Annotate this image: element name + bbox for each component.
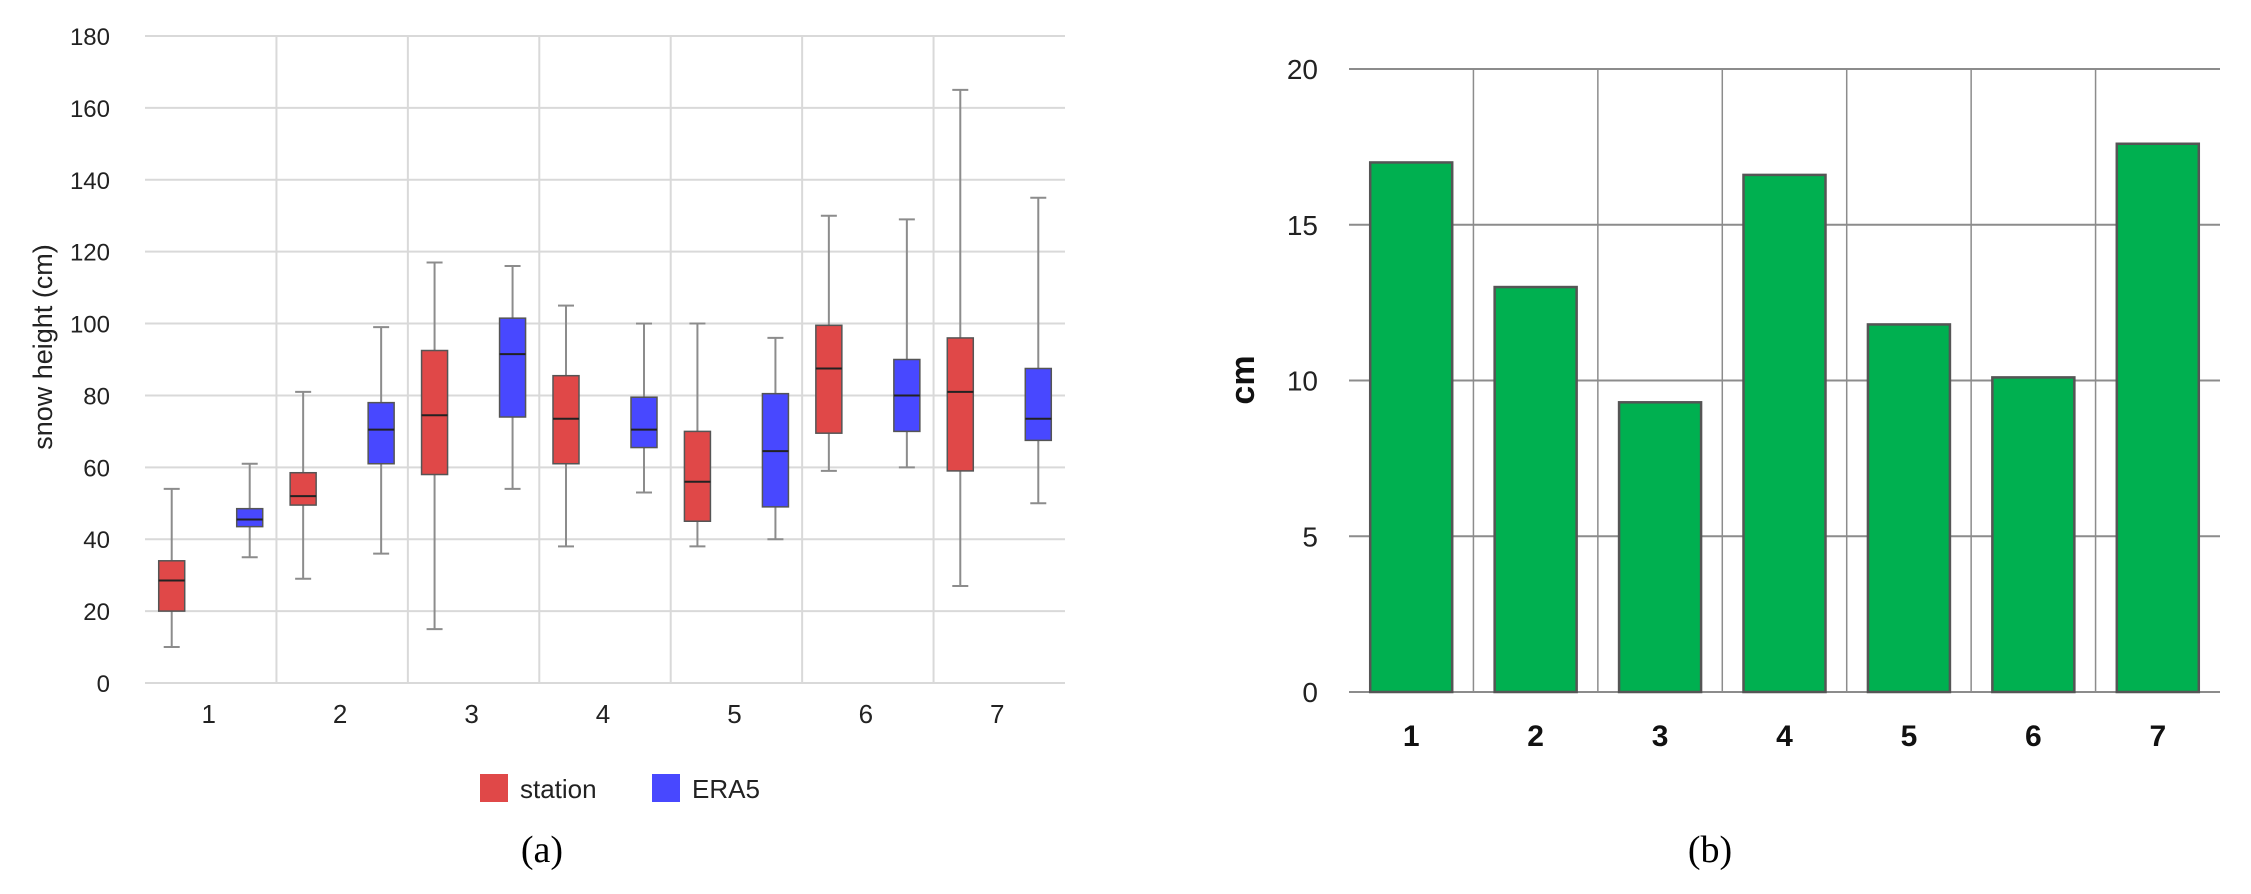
x-tick-label: 6 bbox=[2025, 720, 2042, 753]
box-iqr bbox=[367, 401, 395, 465]
x-tick-label: 5 bbox=[727, 699, 741, 729]
barchart-panel: 0 5 10 15 20 1 2 3 4 5 6 7 cm (b) bbox=[1224, 54, 2220, 871]
x-tick-label: 7 bbox=[990, 699, 1004, 729]
barchart-x-ticks: 1 2 3 4 5 6 7 bbox=[1403, 720, 2166, 753]
panel-a-label: (a) bbox=[521, 829, 563, 871]
x-tick-label: 3 bbox=[464, 699, 478, 729]
box-era5 bbox=[893, 218, 921, 469]
y-tick-label: 120 bbox=[70, 240, 110, 267]
boxplot-y-axis-label: snow height (cm) bbox=[28, 244, 58, 450]
y-tick-label: 5 bbox=[1302, 521, 1318, 552]
boxplot-x-ticks: 1 2 3 4 5 6 7 bbox=[201, 699, 1004, 729]
legend-label-station: station bbox=[520, 774, 597, 804]
legend-label-era5: ERA5 bbox=[692, 774, 760, 804]
panel-b-label: (b) bbox=[1688, 829, 1732, 871]
y-tick-label: 40 bbox=[83, 527, 110, 554]
x-tick-label: 3 bbox=[1652, 720, 1669, 753]
box-era5 bbox=[367, 326, 395, 555]
y-tick-label: 0 bbox=[1302, 677, 1318, 708]
boxplot-boxes bbox=[157, 88, 1053, 649]
box-iqr bbox=[235, 507, 264, 528]
box-station bbox=[552, 304, 580, 548]
box-iqr bbox=[1024, 367, 1053, 442]
box-era5 bbox=[498, 265, 527, 490]
boxplot-panel: 0 20 40 60 80 100 120 140 160 180 1 2 3 4 5 6 7 snow he… bbox=[28, 24, 1065, 871]
bar bbox=[1991, 376, 2076, 694]
x-tick-label: 1 bbox=[201, 699, 215, 729]
barchart-bars bbox=[1368, 142, 2201, 694]
boxplot-gridlines bbox=[145, 35, 1065, 684]
y-tick-label: 160 bbox=[70, 96, 110, 123]
box-station bbox=[289, 390, 317, 580]
box-iqr bbox=[157, 560, 186, 612]
barchart-y-axis-label: cm bbox=[1224, 355, 1262, 404]
box-era5 bbox=[1024, 196, 1053, 505]
box-era5 bbox=[630, 322, 658, 494]
bar bbox=[2115, 142, 2201, 694]
y-tick-label: 100 bbox=[70, 312, 110, 339]
x-tick-label: 2 bbox=[333, 699, 347, 729]
boxplot-legend: station ERA5 bbox=[480, 774, 760, 804]
y-tick-label: 20 bbox=[83, 599, 110, 626]
y-tick-label: 20 bbox=[1287, 54, 1318, 85]
y-tick-label: 180 bbox=[70, 24, 110, 51]
box-iqr bbox=[289, 471, 317, 506]
y-tick-label: 0 bbox=[97, 671, 110, 698]
box-iqr bbox=[946, 337, 975, 472]
bar bbox=[1368, 161, 1454, 694]
y-tick-label: 140 bbox=[70, 168, 110, 195]
bar bbox=[1866, 323, 1952, 694]
legend-swatch-station bbox=[480, 774, 508, 802]
x-tick-label: 2 bbox=[1527, 720, 1544, 753]
box-station bbox=[420, 261, 449, 631]
boxplot-y-ticks: 0 20 40 60 80 100 120 140 160 180 bbox=[70, 24, 110, 698]
x-tick-label: 7 bbox=[2149, 720, 2166, 753]
bar bbox=[1617, 401, 1703, 694]
y-tick-label: 60 bbox=[83, 455, 110, 482]
legend-swatch-era5 bbox=[652, 774, 680, 802]
box-station bbox=[683, 322, 712, 548]
box-station bbox=[815, 214, 843, 472]
bar bbox=[1742, 173, 1827, 694]
box-iqr bbox=[815, 324, 843, 434]
box-era5 bbox=[235, 462, 264, 559]
x-tick-label: 6 bbox=[859, 699, 873, 729]
y-tick-label: 10 bbox=[1287, 366, 1318, 397]
x-tick-label: 4 bbox=[596, 699, 610, 729]
box-iqr bbox=[420, 349, 449, 476]
barchart-y-ticks: 0 5 10 15 20 bbox=[1287, 54, 1318, 708]
x-tick-label: 5 bbox=[1901, 720, 1918, 753]
box-iqr bbox=[683, 430, 712, 522]
x-tick-label: 4 bbox=[1776, 720, 1793, 753]
x-tick-label: 1 bbox=[1403, 720, 1420, 753]
box-iqr bbox=[498, 317, 527, 418]
box-station bbox=[946, 88, 975, 587]
box-iqr bbox=[630, 396, 658, 449]
box-station bbox=[157, 487, 186, 649]
y-tick-label: 80 bbox=[83, 383, 110, 410]
box-era5 bbox=[761, 336, 790, 541]
y-tick-label: 15 bbox=[1287, 210, 1318, 241]
bar bbox=[1493, 285, 1578, 694]
